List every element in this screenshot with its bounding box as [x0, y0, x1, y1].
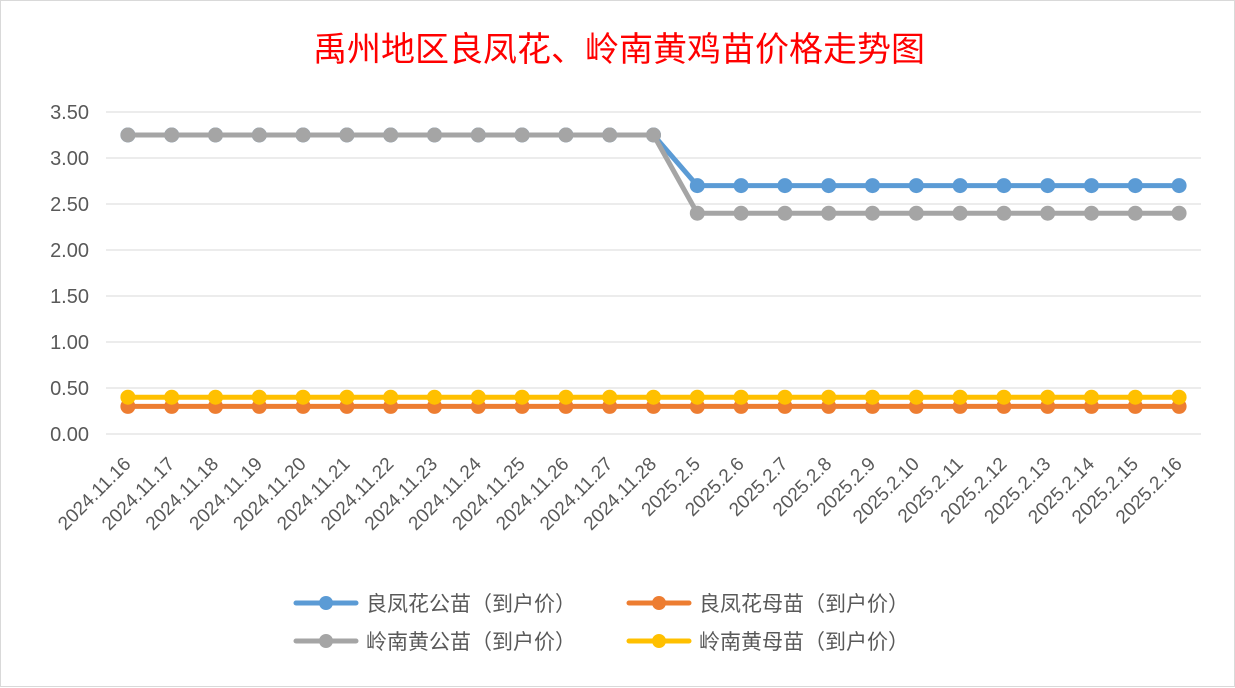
data-point	[1084, 178, 1099, 194]
legend-label: 良凤花母苗（到户价）	[699, 592, 909, 616]
legend-entry[interactable]: 良凤花母苗（到户价）	[626, 592, 909, 616]
data-point	[821, 205, 837, 221]
data-point	[295, 127, 311, 143]
data-point	[120, 127, 136, 143]
data-point	[470, 127, 486, 143]
data-point	[1127, 389, 1143, 405]
data-point	[1171, 205, 1187, 221]
data-point	[514, 389, 530, 405]
data-point	[777, 178, 793, 194]
y-tick-label: 3.00	[50, 148, 89, 170]
data-point	[1084, 205, 1099, 221]
data-point	[777, 389, 793, 405]
data-point	[1171, 178, 1187, 194]
data-point	[1127, 178, 1143, 194]
data-point	[908, 178, 924, 194]
data-point	[777, 205, 793, 221]
data-point	[514, 127, 530, 143]
legend: 良凤花公苗（到户价） 良凤花母苗（到户价） 岭南黄公苗（到户价） 岭南黄母苗（到户价）	[293, 592, 909, 654]
gridlines	[106, 111, 1201, 435]
data-point	[1040, 389, 1056, 405]
data-point	[646, 389, 661, 405]
series-lines	[120, 127, 1187, 414]
data-point	[865, 205, 880, 221]
y-tick-label: 1.50	[50, 286, 89, 308]
data-point	[865, 389, 880, 405]
data-point	[164, 127, 180, 143]
y-tick-label: 1.00	[50, 332, 89, 354]
data-point	[733, 389, 749, 405]
data-point	[733, 205, 749, 221]
data-point	[1127, 205, 1143, 221]
legend-entry[interactable]: 岭南黄母苗（到户价）	[626, 630, 909, 654]
series-line	[125, 132, 1182, 216]
legend-label: 岭南黄母苗（到户价）	[699, 630, 909, 654]
data-point	[689, 178, 705, 194]
data-point	[339, 389, 355, 405]
legend-label: 岭南黄公苗（到户价）	[366, 630, 576, 654]
data-point	[558, 127, 574, 143]
series-line	[125, 132, 1182, 189]
data-point	[120, 389, 136, 405]
y-tick-label: 2.50	[50, 194, 89, 216]
data-point	[251, 127, 267, 143]
legend-entry[interactable]: 岭南黄公苗（到户价）	[293, 630, 576, 654]
series-3	[120, 127, 1187, 221]
series-4	[120, 389, 1187, 405]
x-axis-ticks: 2024.11.162024.11.172024.11.182024.11.19…	[54, 453, 1186, 534]
data-point	[383, 127, 399, 143]
data-point	[952, 205, 968, 221]
data-point	[908, 205, 924, 221]
data-point	[295, 389, 311, 405]
chart-title: 禹州地区良凤花、岭南黄鸡苗价格走势图	[313, 30, 925, 70]
y-axis-ticks: 0.00 0.50 1.00 1.50 2.00 2.50 3.00 3.50	[50, 102, 89, 446]
legend-swatch-marker	[652, 634, 666, 648]
data-point	[1040, 178, 1056, 194]
data-point	[996, 178, 1012, 194]
data-point	[908, 389, 924, 405]
data-point	[733, 178, 749, 194]
data-point	[689, 205, 705, 221]
legend-swatch-marker	[319, 596, 333, 610]
data-point	[602, 127, 618, 143]
data-point	[996, 205, 1012, 221]
y-tick-label: 2.00	[50, 240, 89, 262]
data-point	[602, 389, 618, 405]
data-point	[427, 127, 442, 143]
data-point	[339, 127, 355, 143]
data-point	[558, 389, 574, 405]
data-point	[646, 127, 661, 143]
legend-label: 良凤花公苗（到户价）	[366, 592, 576, 616]
legend-entry[interactable]: 良凤花公苗（到户价）	[293, 592, 576, 616]
data-point	[952, 178, 968, 194]
data-point	[996, 389, 1012, 405]
data-point	[821, 178, 837, 194]
data-point	[865, 178, 880, 194]
data-point	[164, 389, 180, 405]
y-tick-label: 0.50	[50, 378, 89, 400]
data-point	[689, 389, 705, 405]
y-tick-label: 0.00	[50, 424, 89, 446]
data-point	[821, 389, 837, 405]
data-point	[1040, 205, 1056, 221]
data-point	[208, 389, 223, 405]
data-point	[952, 389, 968, 405]
data-point	[251, 389, 267, 405]
data-point	[1084, 389, 1099, 405]
data-point	[1171, 389, 1187, 405]
legend-swatch-marker	[652, 596, 666, 610]
data-point	[383, 389, 399, 405]
data-point	[470, 389, 486, 405]
data-point	[208, 127, 223, 143]
y-tick-label: 3.50	[50, 102, 89, 124]
legend-swatch-marker	[319, 634, 333, 648]
data-point	[427, 389, 442, 405]
